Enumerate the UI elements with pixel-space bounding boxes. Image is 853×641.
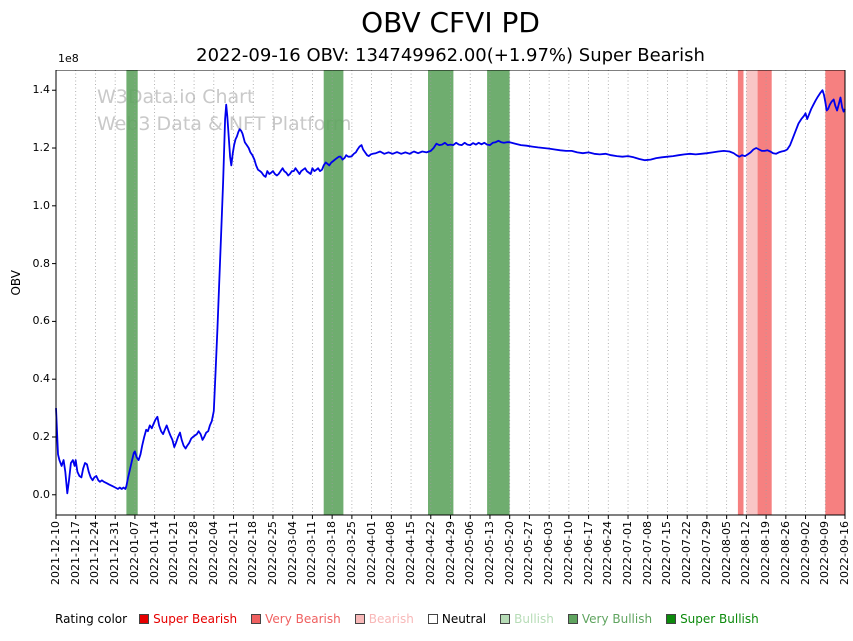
y-tick-label: 0.6 xyxy=(32,314,51,328)
chart-subtitle: 2022-09-16 OBV: 134749962.00(+1.97%) Sup… xyxy=(196,45,705,66)
legend-swatch xyxy=(567,614,578,624)
x-tick-label: 2022-03-11 xyxy=(305,521,319,585)
legend-item-very-bearish: Very Bearish xyxy=(251,612,341,626)
y-tick-label: 1.2 xyxy=(32,141,51,155)
x-tick-label: 2022-03-25 xyxy=(344,521,358,585)
x-tick-label: 2022-04-29 xyxy=(443,521,457,585)
x-tick-label: 2022-04-22 xyxy=(423,521,437,585)
x-tick-label: 2022-01-07 xyxy=(127,521,141,585)
rating-band-very-bullish xyxy=(126,70,138,515)
legend-item-label: Super Bearish xyxy=(153,612,238,626)
y-tick-label: 0.4 xyxy=(32,372,51,386)
legend-item-super-bullish: Super Bullish xyxy=(666,612,759,626)
x-tick-label: 2022-06-24 xyxy=(601,521,615,585)
legend-item-label: Bullish xyxy=(514,612,554,626)
x-tick-label: 2022-02-04 xyxy=(206,521,220,585)
x-tick-label: 2022-08-12 xyxy=(739,521,753,585)
rating-band-very-bullish xyxy=(428,70,454,515)
rating-band-very-bullish xyxy=(323,70,344,515)
obv-line xyxy=(55,89,846,495)
plot-svg xyxy=(52,70,846,519)
x-tick-label: 2022-08-19 xyxy=(759,521,773,585)
legend-item-very-bullish: Very Bullish xyxy=(567,612,653,626)
x-tick-label: 2022-05-13 xyxy=(482,521,496,585)
rating-band-bearish xyxy=(746,70,758,515)
legend-item-label: Neutral xyxy=(441,612,487,626)
x-tick-label: 2022-09-16 xyxy=(838,521,851,585)
legend-item-label: Very Bearish xyxy=(265,612,341,626)
legend-swatch xyxy=(500,614,511,624)
legend-swatch xyxy=(251,614,262,624)
x-tick-label: 2022-07-01 xyxy=(621,521,635,585)
y-tick-label: 0.8 xyxy=(32,256,51,270)
x-tick-label: 2022-03-18 xyxy=(325,521,339,585)
x-tick-label: 2022-04-01 xyxy=(364,521,378,585)
rating-legend: Rating color Super Bearish Very Bearish Be… xyxy=(55,612,759,626)
x-tick-label: 2022-01-14 xyxy=(147,521,161,585)
x-tick-label: 2022-07-15 xyxy=(660,521,674,585)
x-tick-label: 2022-03-04 xyxy=(285,521,299,585)
x-tick-label: 2022-04-15 xyxy=(404,521,418,585)
y-tick-label: 0.0 xyxy=(32,487,51,501)
y-axis-label: OBV xyxy=(9,270,23,296)
y-tick-label: 0.2 xyxy=(32,429,51,443)
x-tick-label: 2021-12-17 xyxy=(68,521,82,585)
y-tick-label: 1.4 xyxy=(32,83,51,97)
chart-title: OBV CFVI PD xyxy=(361,6,540,39)
rating-band-very-bearish xyxy=(737,70,744,515)
x-tick-label: 2022-02-25 xyxy=(265,521,279,585)
x-tick-label: 2022-07-22 xyxy=(680,521,694,585)
x-tick-label: 2022-09-09 xyxy=(818,521,832,585)
x-tick-label: 2022-09-02 xyxy=(798,521,812,585)
x-tick-label: 2022-01-28 xyxy=(187,521,201,585)
x-tick-label: 2022-05-27 xyxy=(522,521,536,585)
legend-item-neutral: Neutral xyxy=(427,612,487,626)
legend-item-label: Super Bullish xyxy=(680,612,759,626)
x-tick-label: 2022-08-05 xyxy=(719,521,733,585)
legend-item-bullish: Bullish xyxy=(500,612,554,626)
rating-band-very-bearish xyxy=(825,70,845,515)
x-tick-label: 2022-06-17 xyxy=(581,521,595,585)
x-tick-label: 2022-07-08 xyxy=(640,521,654,585)
x-tick-label: 2022-06-03 xyxy=(542,521,556,585)
x-tick-label: 2022-08-26 xyxy=(778,521,792,585)
x-tick-label: 2022-02-18 xyxy=(246,521,260,585)
rating-band-very-bullish xyxy=(487,70,510,515)
x-tick-label: 2021-12-10 xyxy=(49,521,62,585)
y-tick-label: 1.0 xyxy=(32,198,51,212)
x-tick-label: 2022-06-10 xyxy=(561,521,575,585)
legend-item-label: Very Bullish xyxy=(581,612,653,626)
legend-swatch xyxy=(666,614,677,624)
x-tick-label: 2022-01-21 xyxy=(167,521,181,585)
legend-items: Super Bearish Very Bearish Bearish Neutral B… xyxy=(139,612,759,626)
legend-swatch xyxy=(354,614,365,624)
legend-swatch xyxy=(139,614,150,624)
x-tick-label: 2022-07-29 xyxy=(699,521,713,585)
y-axis-offset-label: 1e8 xyxy=(58,52,79,65)
plot-border xyxy=(55,70,846,516)
legend-item-super-bearish: Super Bearish xyxy=(139,612,237,626)
legend-title: Rating color xyxy=(55,612,128,626)
x-tick-label: 2022-02-11 xyxy=(226,521,240,585)
x-tick-label: 2022-05-06 xyxy=(463,521,477,585)
legend-swatch xyxy=(427,614,438,624)
rating-band-very-bearish xyxy=(757,70,772,515)
x-tick-label: 2022-04-08 xyxy=(384,521,398,585)
x-tick-label: 2021-12-31 xyxy=(108,521,122,585)
legend-item-bearish: Bearish xyxy=(354,612,414,626)
legend-item-label: Bearish xyxy=(368,612,414,626)
x-tick-label: 2021-12-24 xyxy=(88,521,102,585)
x-tick-label: 2022-05-20 xyxy=(502,521,516,585)
